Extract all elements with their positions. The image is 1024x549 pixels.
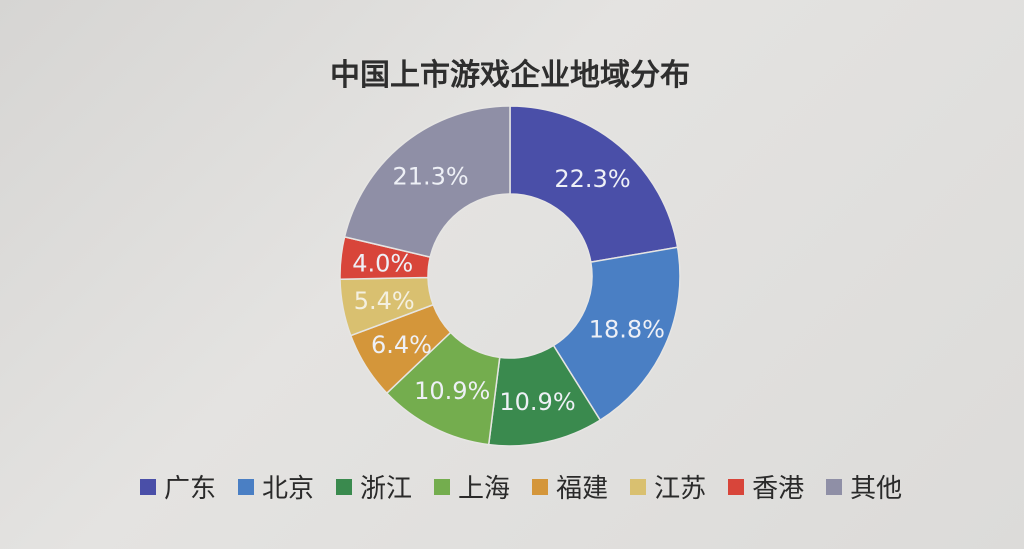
legend-item-浙江: 浙江 <box>336 468 412 505</box>
donut-slice-广东 <box>509 105 679 264</box>
donut-slice-其他 <box>343 105 511 259</box>
slice-label-江苏: 5.4% <box>354 287 415 315</box>
legend-swatch <box>630 478 647 495</box>
legend-label: 其他 <box>850 474 903 504</box>
legend-item-福建: 福建 <box>532 468 608 505</box>
slice-label-香港: 4.0% <box>352 249 413 277</box>
legend-swatch <box>336 478 353 495</box>
slice-label-上海: 10.9% <box>414 377 490 405</box>
legend-swatch <box>238 478 255 495</box>
legend-label: 福建 <box>556 474 609 504</box>
slice-label-北京: 18.8% <box>589 315 665 343</box>
legend-label: 江苏 <box>654 474 707 504</box>
legend-label: 北京 <box>262 474 315 504</box>
legend-label: 香港 <box>752 474 805 504</box>
legend-swatch <box>434 478 451 495</box>
slice-label-浙江: 10.9% <box>499 388 575 416</box>
legend-item-香港: 香港 <box>728 468 804 505</box>
chart-title: 中国上市游戏企业地域分布 <box>330 58 690 93</box>
legend-item-其他: 其他 <box>826 468 902 505</box>
legend-swatch <box>140 478 156 495</box>
legend-swatch <box>728 478 745 495</box>
legend-item-广东: 广东 <box>140 468 216 505</box>
donut-slice-北京 <box>552 246 681 422</box>
legend-label: 浙江 <box>360 474 413 504</box>
legend-item-上海: 上海 <box>434 468 510 505</box>
legend-swatch <box>532 478 549 495</box>
legend-label: 上海 <box>458 474 511 504</box>
slice-label-福建: 6.4% <box>371 331 432 359</box>
legend-swatch <box>826 478 843 495</box>
legend-item-江苏: 江苏 <box>630 468 706 505</box>
slice-label-广东: 22.3% <box>554 165 630 193</box>
legend: 广东 北京 浙江 上海 福建 江苏 香港 其他 <box>140 468 902 505</box>
legend-item-北京: 北京 <box>238 468 314 505</box>
legend-label: 广东 <box>164 474 217 504</box>
slice-label-其他: 21.3% <box>392 163 468 191</box>
